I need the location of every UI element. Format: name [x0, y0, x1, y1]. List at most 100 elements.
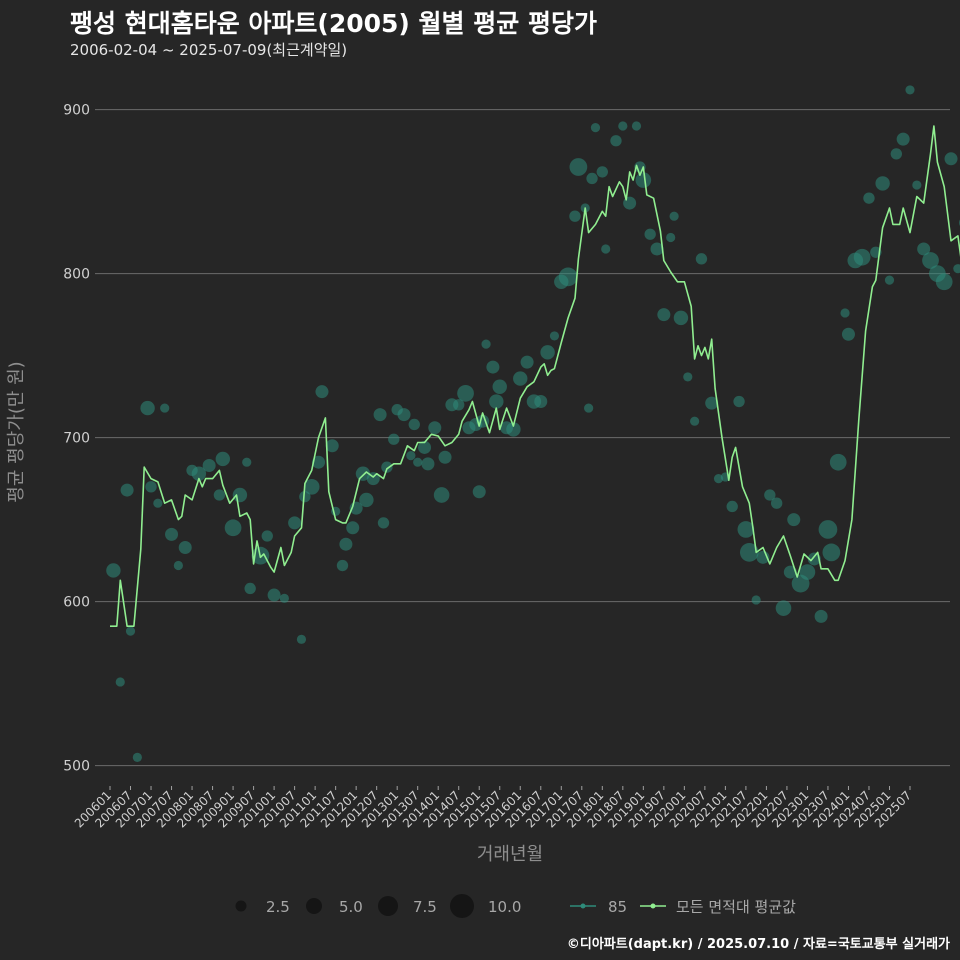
data-point	[650, 242, 664, 256]
data-point	[428, 421, 442, 435]
data-point	[513, 371, 528, 386]
data-point	[586, 172, 598, 185]
data-point	[690, 416, 700, 426]
data-point	[618, 121, 628, 131]
average-line-layer	[110, 125, 960, 628]
data-point	[549, 331, 560, 341]
data-point	[489, 394, 504, 409]
x-axis-title: 거래년월	[477, 844, 543, 865]
data-point	[406, 451, 416, 461]
data-point	[421, 457, 435, 471]
legend-size-swatch	[450, 894, 474, 918]
grid-lines	[95, 109, 950, 767]
data-point	[457, 384, 474, 402]
data-point	[935, 273, 953, 291]
data-point	[397, 408, 411, 422]
data-point	[590, 123, 601, 133]
data-point	[631, 121, 642, 131]
data-point	[569, 158, 588, 176]
average-line	[110, 125, 960, 628]
data-point	[683, 372, 693, 382]
data-point	[829, 453, 847, 471]
data-point	[373, 408, 387, 422]
data-point	[737, 521, 755, 538]
data-point	[520, 355, 534, 369]
data-point	[853, 248, 871, 266]
data-point	[695, 253, 708, 265]
data-point	[584, 403, 594, 413]
data-point	[215, 451, 231, 467]
data-point	[232, 487, 248, 503]
data-point	[160, 403, 170, 413]
legend-size-label: 5.0	[339, 898, 363, 916]
data-point	[388, 433, 400, 445]
y-tick-label-500: 500	[63, 759, 90, 775]
legend-size-swatch	[378, 896, 398, 916]
data-point	[492, 379, 507, 394]
data-point	[377, 517, 390, 529]
data-point	[213, 489, 226, 501]
y-tick-label-800: 800	[63, 267, 90, 283]
data-point	[224, 519, 242, 537]
data-point	[863, 192, 875, 204]
legend-size-swatch	[306, 898, 322, 914]
data-point	[726, 500, 738, 513]
legend: 2.5 5.0 7.5 10.0 85 모든 면적대 평균값	[235, 894, 796, 918]
data-point	[657, 308, 671, 322]
data-point	[132, 752, 142, 763]
data-point	[569, 210, 581, 222]
data-point	[381, 461, 393, 473]
data-point	[173, 560, 183, 571]
data-point	[355, 466, 371, 481]
data-point	[418, 440, 432, 454]
data-point	[145, 481, 157, 493]
data-point	[953, 264, 960, 274]
data-point	[191, 466, 207, 481]
legend-85-label: 85	[608, 898, 627, 916]
data-point	[822, 543, 841, 562]
data-point	[106, 563, 121, 578]
scatter-points	[106, 85, 960, 763]
data-point	[818, 520, 838, 539]
data-point	[884, 275, 895, 285]
data-point	[279, 593, 289, 603]
data-point	[506, 422, 521, 437]
data-point	[705, 396, 719, 410]
legend-size-label: 2.5	[266, 898, 290, 916]
legend-size-label: 7.5	[413, 898, 437, 916]
data-point	[601, 244, 611, 254]
data-point	[261, 530, 273, 542]
legend-avg-label: 모든 면적대 평균값	[676, 898, 796, 916]
data-point	[733, 395, 745, 408]
data-point	[799, 564, 816, 580]
data-point	[140, 400, 155, 416]
data-point	[739, 543, 759, 562]
data-point	[242, 457, 252, 467]
data-point	[303, 478, 320, 495]
data-point	[770, 497, 783, 509]
data-point	[558, 267, 578, 287]
data-point	[669, 211, 679, 221]
data-point	[666, 232, 676, 243]
chart-subtitle: 2006-02-04 ~ 2025-07-09(최근계약일)	[70, 41, 348, 59]
data-point	[312, 455, 326, 469]
data-point	[299, 490, 311, 503]
data-point	[644, 228, 656, 240]
data-point	[534, 395, 548, 409]
y-axis-ticks: 500 600 700 800 900	[63, 103, 90, 775]
data-point	[438, 450, 452, 464]
data-point	[540, 345, 555, 360]
legend-size-swatch	[235, 900, 247, 912]
data-point	[288, 516, 302, 530]
data-point	[764, 489, 776, 501]
y-axis-title: 평균 평당가(만 원)	[6, 361, 27, 502]
data-point	[315, 385, 329, 399]
data-point	[120, 483, 134, 497]
data-point	[783, 565, 797, 579]
y-tick-label-600: 600	[63, 595, 90, 611]
data-point	[807, 552, 821, 566]
data-point	[481, 339, 491, 349]
data-point	[814, 609, 828, 623]
data-point	[775, 600, 792, 616]
